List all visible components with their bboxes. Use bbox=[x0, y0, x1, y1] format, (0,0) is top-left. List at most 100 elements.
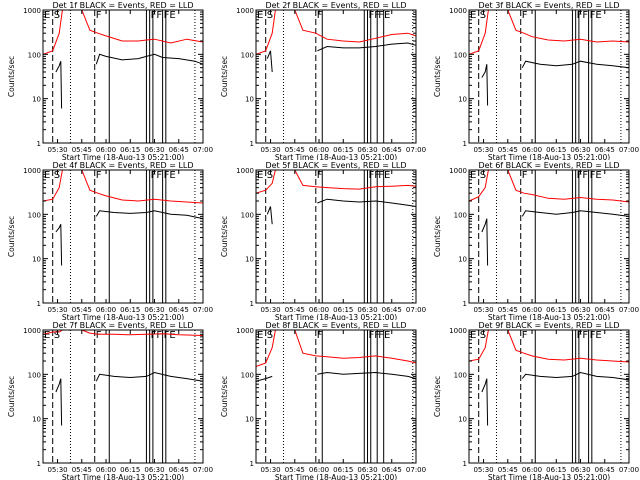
interval-marker-label: F bbox=[317, 10, 323, 21]
events-series-line bbox=[317, 42, 417, 52]
x-tick-label: 06:30 bbox=[144, 146, 164, 154]
events-series-line bbox=[521, 371, 630, 381]
x-tick-label: 05:45 bbox=[498, 466, 518, 474]
x-axis-label: Start Time (18-Aug-13 05:21:00) bbox=[275, 313, 397, 320]
y-tick-label: 100 bbox=[241, 51, 254, 59]
x-tick-label: 06:30 bbox=[144, 466, 164, 474]
y-tick-label: 1000 bbox=[236, 7, 254, 15]
x-tick-label: 06:00 bbox=[522, 466, 542, 474]
interval-marker-label: E bbox=[257, 10, 263, 21]
y-tick-label: 100 bbox=[28, 211, 41, 219]
x-tick-label: 05:45 bbox=[72, 466, 92, 474]
interval-marker-label: FF bbox=[369, 170, 381, 181]
interval-marker-label: F bbox=[522, 170, 528, 181]
x-tick-label: 06:00 bbox=[309, 146, 329, 154]
events-series-line bbox=[521, 210, 630, 217]
x-tick-label: 06:00 bbox=[96, 146, 116, 154]
x-axis-label: Start Time (18-Aug-13 05:21:00) bbox=[62, 313, 184, 320]
y-axis-label: Counts/sec bbox=[433, 56, 442, 97]
x-tick-label: 05:45 bbox=[285, 146, 305, 154]
events-series-line bbox=[55, 378, 63, 426]
x-tick-label: 07:00 bbox=[619, 466, 639, 474]
plot-title: Det 5f BLACK = Events, RED = LLD bbox=[265, 161, 406, 170]
interval-marker-label: S bbox=[267, 170, 273, 181]
plot-frame bbox=[255, 169, 417, 304]
x-tick-label: 05:45 bbox=[285, 306, 305, 314]
x-tick-label: 06:15 bbox=[546, 146, 566, 154]
interval-marker-label: F bbox=[522, 10, 528, 21]
y-tick-label: 100 bbox=[28, 51, 41, 59]
y-tick-label: 1000 bbox=[236, 327, 254, 335]
events-series-line bbox=[255, 375, 273, 382]
x-tick-label: 06:15 bbox=[333, 466, 353, 474]
x-axis-label: Start Time (18-Aug-13 05:21:00) bbox=[488, 153, 610, 160]
x-tick-label: 06:00 bbox=[522, 146, 542, 154]
x-tick-label: 06:00 bbox=[309, 306, 329, 314]
interval-marker-label: E bbox=[470, 10, 476, 21]
events-series-line bbox=[95, 210, 204, 220]
x-tick-label: 05:45 bbox=[72, 306, 92, 314]
y-tick-label: 1 bbox=[463, 460, 467, 468]
events-series-line bbox=[55, 223, 63, 266]
y-tick-label: 1 bbox=[250, 300, 254, 308]
y-tick-label: 10 bbox=[32, 256, 41, 264]
interval-marker-label: F bbox=[96, 330, 102, 341]
interval-marker-label: E bbox=[257, 170, 263, 181]
interval-marker-label: FE bbox=[590, 330, 602, 341]
interval-marker-label: F bbox=[96, 170, 102, 181]
y-tick-label: 1 bbox=[250, 140, 254, 148]
events-series-line bbox=[317, 198, 417, 207]
y-tick-label: 10 bbox=[32, 416, 41, 424]
y-tick-label: 1000 bbox=[449, 7, 467, 15]
x-tick-label: 06:30 bbox=[570, 466, 590, 474]
interval-marker-label: FF bbox=[151, 10, 163, 21]
x-tick-label: 06:45 bbox=[382, 466, 402, 474]
interval-marker-label: FE bbox=[378, 330, 390, 341]
interval-marker-label: FF bbox=[577, 10, 589, 21]
x-tick-label: 06:30 bbox=[357, 146, 377, 154]
interval-marker-label: E bbox=[44, 330, 50, 341]
x-tick-label: 06:30 bbox=[144, 306, 164, 314]
y-tick-label: 10 bbox=[458, 256, 467, 264]
interval-marker-label: S bbox=[54, 330, 60, 341]
x-tick-label: 06:00 bbox=[96, 466, 116, 474]
interval-marker-label: FF bbox=[151, 330, 163, 341]
x-tick-label: 05:30 bbox=[473, 466, 493, 474]
x-tick-label: 06:30 bbox=[357, 466, 377, 474]
x-tick-label: 06:45 bbox=[382, 146, 402, 154]
x-tick-label: 05:30 bbox=[260, 306, 280, 314]
lld-series-line bbox=[42, 329, 204, 336]
plot-title: Det 3f BLACK = Events, RED = LLD bbox=[478, 1, 619, 10]
y-tick-label: 1 bbox=[463, 300, 467, 308]
events-series-line bbox=[481, 218, 489, 266]
y-tick-label: 1 bbox=[250, 460, 254, 468]
y-tick-label: 10 bbox=[458, 416, 467, 424]
x-tick-label: 06:45 bbox=[595, 146, 615, 154]
x-tick-label: 06:15 bbox=[546, 306, 566, 314]
events-series-line bbox=[481, 64, 489, 106]
x-tick-label: 06:30 bbox=[357, 306, 377, 314]
events-series-line bbox=[521, 60, 630, 69]
plot-title: Det 9f BLACK = Events, RED = LLD bbox=[478, 321, 619, 330]
x-tick-label: 05:45 bbox=[498, 306, 518, 314]
interval-marker-label: S bbox=[267, 330, 273, 341]
interval-marker-label: E bbox=[44, 10, 50, 21]
interval-marker-label: FE bbox=[164, 330, 176, 341]
interval-marker-label: FF bbox=[577, 330, 589, 341]
x-tick-label: 07:00 bbox=[406, 466, 426, 474]
x-tick-label: 07:00 bbox=[406, 306, 426, 314]
x-axis-label: Start Time (18-Aug-13 05:21:00) bbox=[488, 473, 610, 480]
x-tick-label: 06:00 bbox=[309, 466, 329, 474]
y-tick-label: 100 bbox=[241, 371, 254, 379]
y-tick-label: 10 bbox=[245, 416, 254, 424]
interval-marker-label: S bbox=[54, 10, 60, 21]
events-series-line bbox=[266, 50, 273, 73]
interval-marker-label: E bbox=[44, 170, 50, 181]
y-tick-label: 10 bbox=[32, 96, 41, 104]
x-tick-label: 06:15 bbox=[120, 306, 140, 314]
